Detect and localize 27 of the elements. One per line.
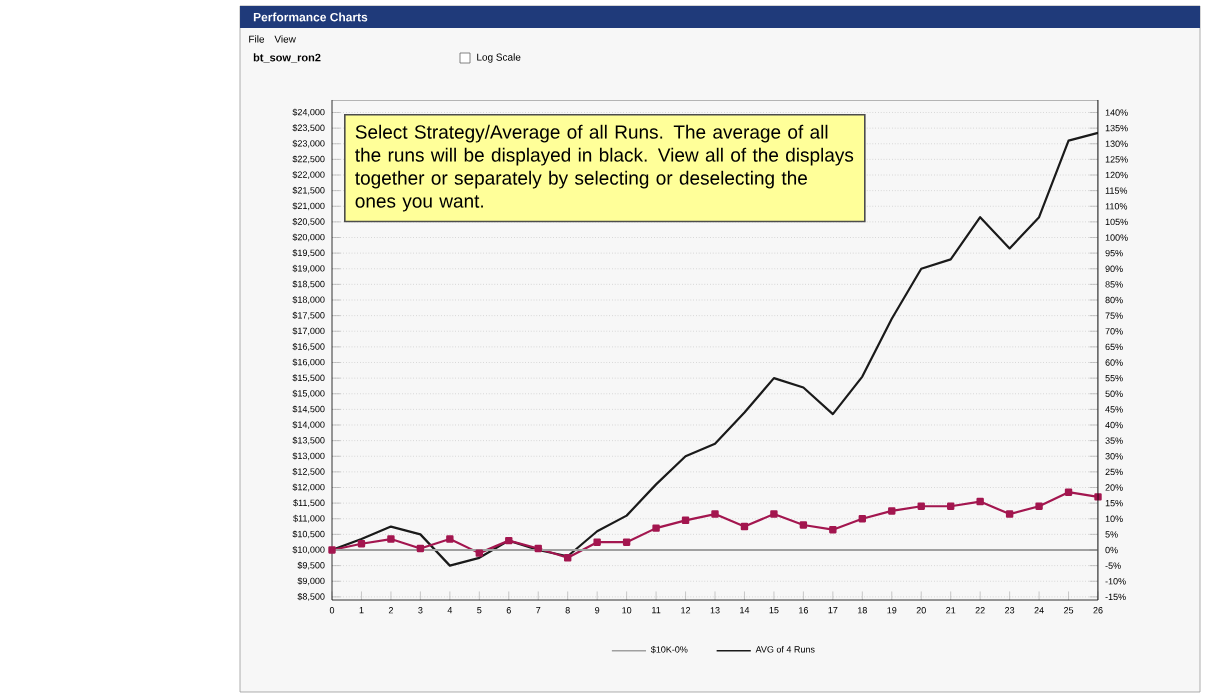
- point: [446, 535, 454, 543]
- point: [917, 502, 925, 510]
- annotation: Select Strategy/Average of all Runs. The average of all the runs will be displayed in black. View all of the displays together or separately by selecting or deselecting the ones you want.: [355, 124, 854, 212]
- point: [1005, 510, 1014, 518]
- point: [711, 510, 719, 518]
- point: [976, 497, 984, 506]
- point: [505, 536, 513, 545]
- point: [622, 538, 631, 546]
- point: [593, 538, 601, 546]
- point: [564, 554, 572, 562]
- point: [357, 540, 366, 548]
- point: [328, 546, 336, 554]
- point: [387, 535, 395, 543]
- point: [416, 544, 425, 553]
- point: [947, 502, 955, 510]
- point: [534, 544, 542, 553]
- point: [829, 525, 837, 534]
- point: [475, 549, 484, 557]
- point: [770, 510, 778, 518]
- point: [1035, 502, 1043, 510]
- point: [740, 522, 749, 531]
- point: [681, 516, 690, 525]
- point: [888, 507, 896, 515]
- point: [652, 524, 660, 532]
- point: [799, 521, 808, 529]
- point: [858, 515, 867, 523]
- point: [1064, 488, 1073, 496]
